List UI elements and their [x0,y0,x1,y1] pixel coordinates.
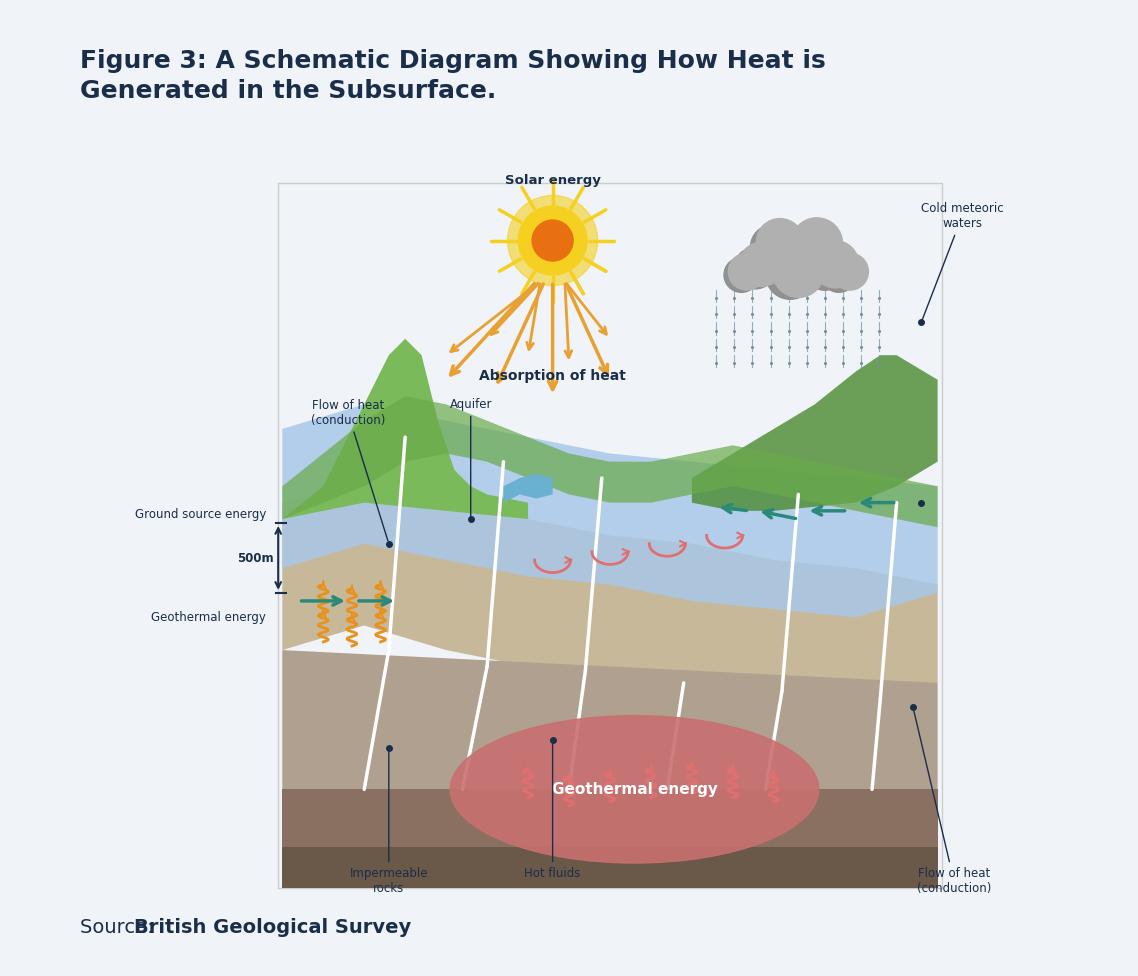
Text: Impermeable
rocks: Impermeable rocks [349,752,428,895]
Circle shape [518,206,587,275]
Text: 500m: 500m [238,551,274,565]
Text: Figure 3: A Schematic Diagram Showing How Heat is
Generated in the Subsurface.: Figure 3: A Schematic Diagram Showing Ho… [80,49,825,102]
Polygon shape [282,486,938,708]
Polygon shape [503,474,553,503]
Text: Source:: Source: [80,918,159,937]
Circle shape [783,224,832,273]
Text: Hot fluids: Hot fluids [525,743,580,880]
Circle shape [791,218,842,269]
Circle shape [508,195,597,286]
Circle shape [773,246,824,298]
Text: British Geological Survey: British Geological Survey [134,918,412,937]
Polygon shape [282,404,938,617]
Circle shape [811,241,859,288]
Circle shape [734,247,776,289]
Circle shape [802,246,848,290]
Text: Solar energy: Solar energy [504,175,601,187]
Circle shape [533,220,574,261]
Circle shape [724,258,759,293]
Polygon shape [692,355,938,510]
Circle shape [757,219,803,265]
Circle shape [832,253,868,290]
Polygon shape [282,790,938,846]
Polygon shape [282,650,938,790]
Text: Geothermal energy: Geothermal energy [552,782,717,796]
Circle shape [762,233,818,289]
Text: Absorption of heat: Absorption of heat [479,369,626,383]
Circle shape [822,258,856,293]
Polygon shape [282,846,938,887]
Text: Geothermal energy: Geothermal energy [151,611,266,624]
Polygon shape [282,339,528,519]
Text: Flow of heat
(conduction): Flow of heat (conduction) [311,398,388,541]
Text: Ground source energy: Ground source energy [134,508,266,521]
Circle shape [728,253,765,290]
Text: Aquifer: Aquifer [450,398,492,516]
Circle shape [766,251,815,300]
Circle shape [740,242,784,286]
Ellipse shape [451,715,819,863]
Polygon shape [282,396,938,527]
Circle shape [769,227,827,286]
Text: Cold meteoric
waters: Cold meteoric waters [921,202,1004,320]
Text: Flow of heat
(conduction): Flow of heat (conduction) [914,711,991,895]
Circle shape [750,224,795,269]
